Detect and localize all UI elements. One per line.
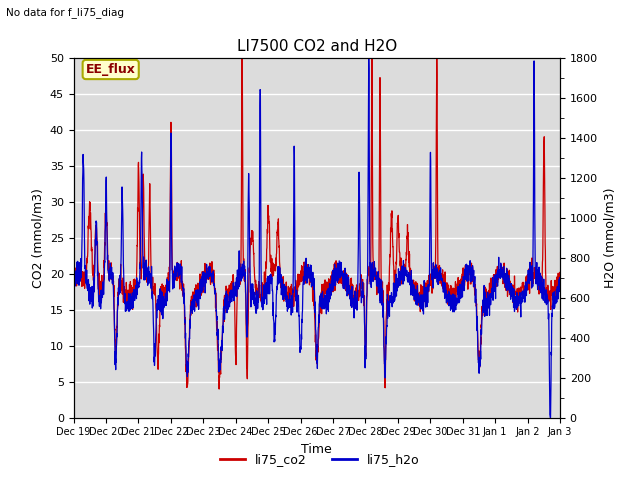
Text: No data for f_li75_diag: No data for f_li75_diag [6,7,124,18]
Title: LI7500 CO2 and H2O: LI7500 CO2 and H2O [237,39,397,54]
Legend: li75_co2, li75_h2o: li75_co2, li75_h2o [215,448,425,471]
X-axis label: Time: Time [301,443,332,456]
Text: EE_flux: EE_flux [86,63,136,76]
Y-axis label: CO2 (mmol/m3): CO2 (mmol/m3) [31,188,44,288]
Y-axis label: H2O (mmol/m3): H2O (mmol/m3) [604,187,616,288]
